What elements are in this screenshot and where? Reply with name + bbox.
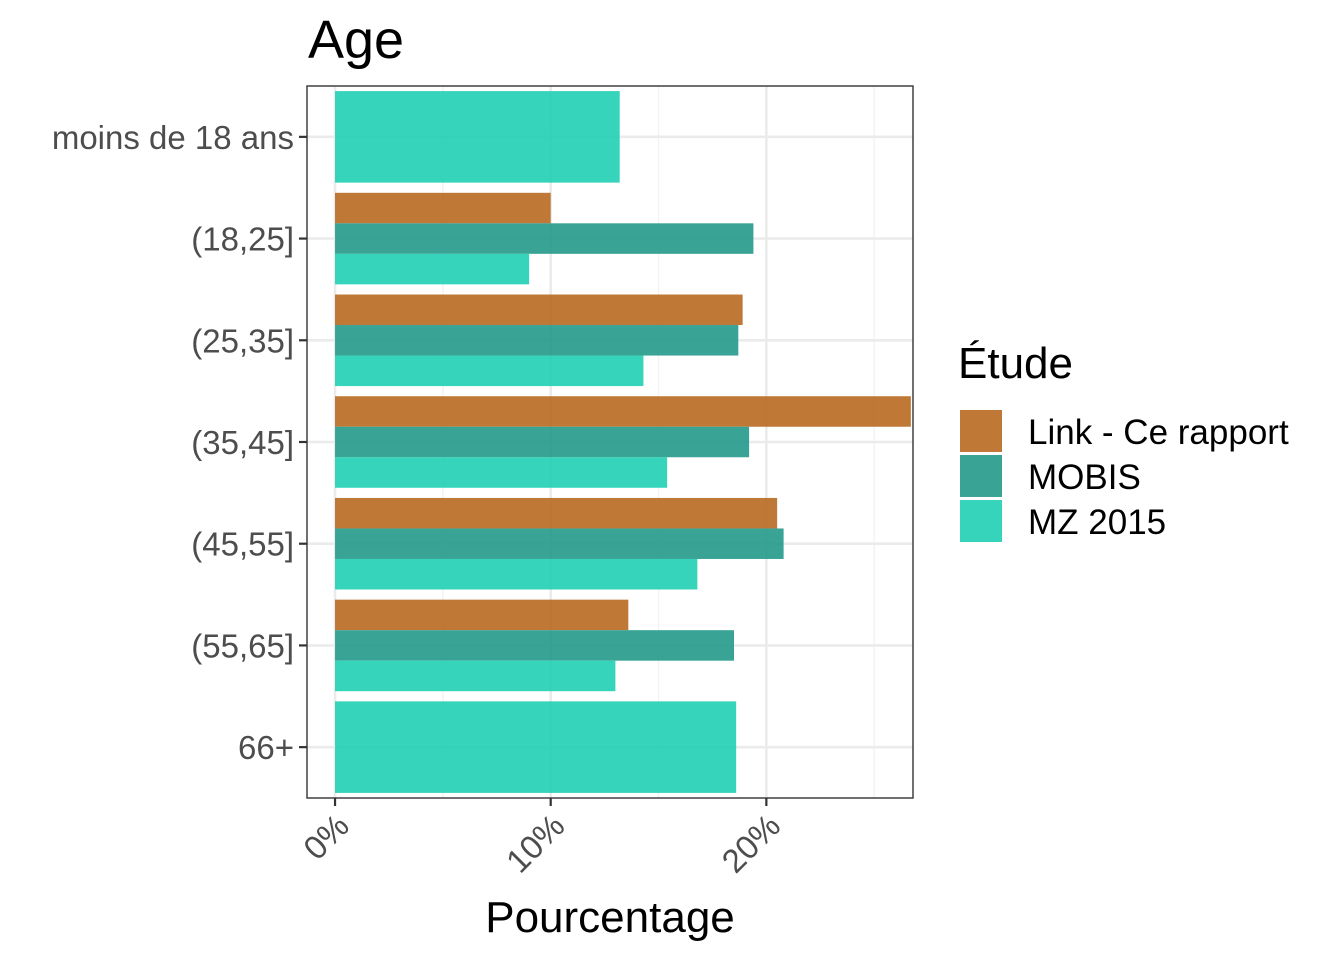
bar	[335, 426, 750, 458]
y-tick-label: (35,45]	[191, 424, 294, 461]
legend-label: Link - Ce rapport	[1028, 413, 1289, 452]
bar	[335, 294, 743, 326]
bar	[335, 192, 551, 224]
bar	[335, 253, 530, 285]
x-tick-label: 20%	[714, 807, 787, 880]
legend-title: Étude	[958, 339, 1073, 388]
y-tick-label: moins de 18 ans	[52, 119, 294, 156]
bar	[335, 630, 735, 661]
y-axis: moins de 18 ans (18,25] (25,35] (35,45] (45,…	[52, 119, 307, 766]
bar	[335, 701, 737, 793]
bar	[335, 396, 911, 427]
bars	[335, 91, 911, 793]
y-tick-label: (25,35]	[191, 322, 294, 359]
bar	[335, 325, 739, 356]
legend-label: MZ 2015	[1028, 503, 1166, 542]
y-tick-label: (18,25]	[191, 221, 294, 258]
bar	[335, 223, 754, 254]
legend-label: MOBIS	[1028, 458, 1141, 497]
y-tick-label: 66+	[238, 729, 294, 766]
chart-title: Age	[308, 10, 404, 70]
bar	[335, 558, 698, 590]
legend-swatch	[960, 410, 1002, 452]
bar	[335, 528, 784, 559]
x-tick-label: 10%	[499, 807, 572, 880]
x-tick-label: 0%	[296, 807, 356, 867]
legend: Étude Link - Ce rapport MOBIS MZ 2015	[958, 339, 1289, 542]
legend-swatch	[960, 455, 1002, 497]
x-axis-label: Pourcentage	[485, 893, 735, 942]
legend-swatch	[960, 500, 1002, 542]
bar	[335, 457, 668, 488]
y-tick-label: (45,55]	[191, 526, 294, 563]
bar	[335, 599, 629, 631]
y-tick-label: (55,65]	[191, 627, 294, 664]
bar	[335, 91, 620, 183]
bar	[335, 355, 644, 387]
bar	[335, 497, 778, 529]
bar	[335, 660, 616, 692]
x-axis: 0% 10% 20%	[296, 798, 787, 880]
